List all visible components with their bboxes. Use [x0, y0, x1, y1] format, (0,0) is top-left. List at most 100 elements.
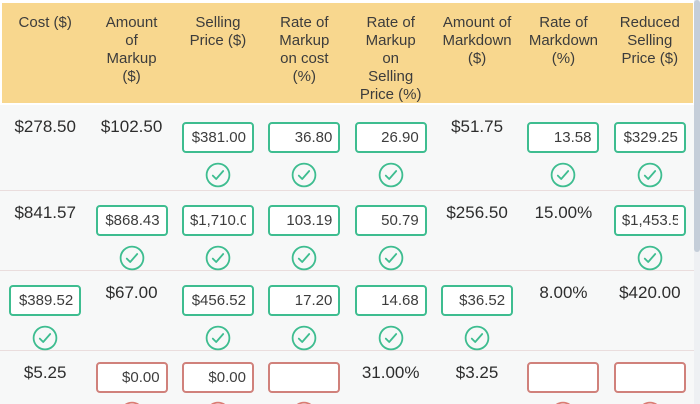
table-row: $5.25 31.00% $3.25 — [0, 351, 700, 404]
amount-of-markup-input[interactable] — [95, 362, 168, 393]
column-header-rate-of-markdown: Rate of Markdown (%) — [528, 14, 599, 67]
rate-of-markup-on-selling-price-cell — [348, 105, 434, 190]
reduced-selling-price-input[interactable] — [613, 362, 686, 393]
table-body: $278.50 $102.50 $51.75 $841.57 $256.50 15.00%… — [0, 105, 700, 404]
reduced-selling-price-input[interactable] — [613, 122, 686, 153]
check-circle-icon — [378, 245, 404, 271]
rate-of-markdown-cell: 8.00% — [520, 271, 606, 351]
rate-of-markup-on-selling-price-cell — [348, 271, 434, 351]
selling-price-input[interactable] — [181, 362, 254, 393]
amount-of-markdown-value: $3.25 — [455, 363, 499, 382]
rate-of-markup-on-selling-price-input[interactable] — [354, 205, 427, 236]
column-header-selling-price: Selling Price ($) — [189, 14, 247, 49]
check-circle-icon — [378, 162, 404, 188]
table-row: $278.50 $102.50 $51.75 — [0, 105, 700, 191]
amount-of-markdown-cell: $3.25 — [434, 351, 520, 404]
x-circle-icon — [550, 401, 576, 404]
rate-of-markdown-value: 8.00% — [539, 283, 588, 302]
rate-of-markup-on-cost-input[interactable] — [268, 362, 341, 393]
selling-price-cell — [175, 191, 261, 271]
selling-price-input[interactable] — [181, 122, 254, 153]
amount-of-markup-input[interactable] — [95, 205, 168, 236]
rate-of-markup-on-cost-cell — [261, 191, 347, 271]
cost-cell: $278.50 — [2, 105, 88, 190]
check-circle-icon — [291, 162, 317, 188]
amount-of-markdown-cell: $51.75 — [434, 105, 520, 190]
rate-of-markdown-cell — [520, 351, 606, 404]
amount-of-markup-cell — [88, 191, 174, 271]
amount-of-markup-value: $102.50 — [100, 117, 163, 136]
column-header-cost: Cost ($) — [18, 14, 72, 31]
rate-of-markdown-value: 15.00% — [534, 203, 593, 222]
cost-input[interactable] — [9, 285, 82, 316]
check-circle-icon — [291, 245, 317, 271]
column-header-rate-of-markup-on-selling-price: Rate of Markup on Selling Price (%) — [359, 14, 422, 103]
rate-of-markup-on-selling-price-value: 31.00% — [361, 363, 420, 382]
cost-value: $5.25 — [23, 363, 67, 382]
rate-of-markup-on-cost-input[interactable] — [268, 285, 341, 316]
column-header-reduced-selling-price: Reduced Selling Price ($) — [619, 14, 680, 67]
check-circle-icon — [205, 245, 231, 271]
rate-of-markup-on-cost-cell — [261, 105, 347, 190]
reduced-selling-price-cell: $420.00 — [607, 271, 693, 351]
check-circle-icon — [291, 325, 317, 351]
cost-value: $841.57 — [14, 203, 76, 222]
rate-of-markup-on-cost-input[interactable] — [268, 205, 341, 236]
selling-price-cell — [175, 105, 261, 190]
table-row: $841.57 $256.50 15.00% — [0, 191, 700, 271]
scrollbar[interactable] — [694, 0, 700, 404]
rate-of-markdown-cell: 15.00% — [520, 191, 606, 271]
check-circle-icon — [378, 325, 404, 351]
amount-of-markup-cell: $102.50 — [88, 105, 174, 190]
rate-of-markup-on-cost-cell — [261, 351, 347, 404]
amount-of-markup-cell: $67.00 — [88, 271, 174, 351]
cost-cell: $841.57 — [2, 191, 88, 271]
amount-of-markdown-cell: $256.50 — [434, 191, 520, 271]
rate-of-markdown-input[interactable] — [527, 122, 600, 153]
check-circle-icon — [205, 162, 231, 188]
cost-cell: $5.25 — [2, 351, 88, 404]
check-circle-icon — [119, 245, 145, 271]
check-circle-icon — [464, 325, 490, 351]
table-row: $67.00 8.00% $420.00 — [0, 271, 700, 351]
amount-of-markup-value: $67.00 — [105, 283, 158, 302]
reduced-selling-price-value: $420.00 — [619, 283, 681, 302]
x-circle-icon — [205, 401, 231, 404]
rate-of-markup-on-selling-price-cell — [348, 191, 434, 271]
check-circle-icon — [550, 162, 576, 188]
reduced-selling-price-cell — [607, 351, 693, 404]
selling-price-input[interactable] — [181, 205, 254, 236]
amount-of-markdown-value: $256.50 — [446, 203, 508, 222]
column-header-rate-of-markup-on-cost: Rate of Markup on cost (%) — [279, 14, 330, 85]
check-circle-icon — [205, 325, 231, 351]
x-circle-icon — [119, 401, 145, 404]
reduced-selling-price-cell — [607, 105, 693, 190]
reduced-selling-price-input[interactable] — [613, 205, 686, 236]
selling-price-input[interactable] — [181, 285, 254, 316]
scrollbar-thumb[interactable] — [694, 0, 700, 252]
rate-of-markup-on-cost-input[interactable] — [268, 122, 341, 153]
reduced-selling-price-cell — [607, 191, 693, 271]
check-circle-icon — [637, 162, 663, 188]
rate-of-markup-on-selling-price-cell: 31.00% — [348, 351, 434, 404]
selling-price-cell — [175, 271, 261, 351]
cost-value: $278.50 — [14, 117, 76, 136]
selling-price-cell — [175, 351, 261, 404]
amount-of-markdown-value: $51.75 — [451, 117, 504, 136]
amount-of-markup-cell — [88, 351, 174, 404]
column-header-amount-of-markup: Amount of Markup ($) — [105, 14, 158, 85]
rate-of-markup-on-selling-price-input[interactable] — [354, 122, 427, 153]
rate-of-markup-on-selling-price-input[interactable] — [354, 285, 427, 316]
table-header: Cost ($) Amount of Markup ($) Selling Pr… — [2, 3, 693, 103]
x-circle-icon — [291, 401, 317, 404]
rate-of-markdown-input[interactable] — [527, 362, 600, 393]
check-circle-icon — [637, 245, 663, 271]
x-circle-icon — [637, 401, 663, 404]
amount-of-markdown-input[interactable] — [441, 285, 514, 316]
column-header-amount-of-markdown: Amount of Markdown ($) — [442, 14, 512, 67]
cost-cell — [2, 271, 88, 351]
rate-of-markdown-cell — [520, 105, 606, 190]
rate-of-markup-on-cost-cell — [261, 271, 347, 351]
amount-of-markdown-cell — [434, 271, 520, 351]
